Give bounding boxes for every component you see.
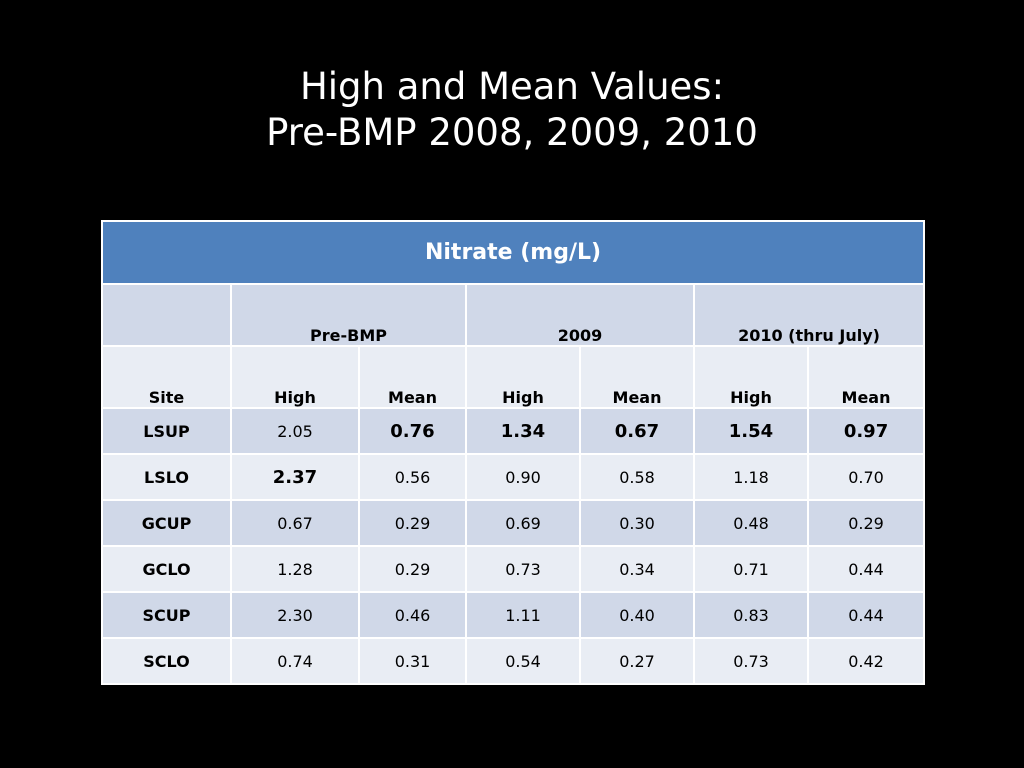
- value-cell: 2.37: [230, 453, 360, 501]
- value-cell: 1.28: [230, 545, 360, 593]
- value-cell: 0.67: [230, 499, 360, 547]
- group-header-2009: 2009: [465, 283, 695, 347]
- nitrate-table: Nitrate (mg/L) Pre-BMP 2009 2010 (thru J…: [100, 220, 926, 685]
- value-cell: 0.40: [579, 591, 695, 639]
- site-cell: LSLO: [101, 453, 232, 501]
- value-cell: 0.34: [579, 545, 695, 593]
- column-header-mean: Mean: [579, 345, 695, 409]
- value-cell: 0.27: [579, 637, 695, 685]
- site-cell: SCLO: [101, 637, 232, 685]
- value-cell: 0.30: [579, 499, 695, 547]
- column-header-high: High: [230, 345, 360, 409]
- table-row: GCLO 1.28 0.29 0.73 0.34 0.71 0.44: [101, 545, 926, 593]
- table-row: LSLO 2.37 0.56 0.90 0.58 1.18 0.70: [101, 453, 926, 501]
- value-cell: 0.58: [579, 453, 695, 501]
- value-cell: 0.76: [358, 407, 467, 455]
- value-cell: 0.73: [693, 637, 809, 685]
- value-cell: 0.29: [358, 545, 467, 593]
- site-cell: LSUP: [101, 407, 232, 455]
- value-cell: 0.97: [806, 407, 926, 455]
- value-cell: 0.56: [358, 453, 467, 501]
- table-row: GCUP 0.67 0.29 0.69 0.30 0.48 0.29: [101, 499, 926, 547]
- value-cell: 0.83: [693, 591, 809, 639]
- value-cell: 1.11: [465, 591, 581, 639]
- value-cell: 2.05: [230, 407, 360, 455]
- table-row: SCLO 0.74 0.31 0.54 0.27 0.73 0.42: [101, 637, 926, 685]
- site-cell: GCLO: [101, 545, 232, 593]
- table-caption-row: Nitrate (mg/L): [100, 220, 926, 285]
- value-cell: 1.34: [465, 407, 581, 455]
- slide-title: High and Mean Values: Pre-BMP 2008, 2009…: [0, 64, 1024, 156]
- table-row: LSUP 2.05 0.76 1.34 0.67 1.54 0.97: [101, 407, 926, 455]
- value-cell: 0.29: [806, 499, 926, 547]
- column-header-mean: Mean: [806, 345, 926, 409]
- column-header-high: High: [465, 345, 581, 409]
- site-cell: GCUP: [101, 499, 232, 547]
- group-header-row: Pre-BMP 2009 2010 (thru July): [101, 283, 926, 347]
- value-cell: 0.70: [806, 453, 926, 501]
- column-header-mean: Mean: [358, 345, 467, 409]
- value-cell: 0.73: [465, 545, 581, 593]
- value-cell: 0.42: [806, 637, 926, 685]
- column-header-row: Site High Mean High Mean High Mean: [101, 345, 926, 409]
- value-cell: 0.71: [693, 545, 809, 593]
- value-cell: 2.30: [230, 591, 360, 639]
- group-header-2010: 2010 (thru July): [692, 283, 926, 347]
- column-header-site: Site: [101, 345, 232, 409]
- group-header-empty: [101, 283, 232, 347]
- table-row: SCUP 2.30 0.46 1.11 0.40 0.83 0.44: [101, 591, 926, 639]
- title-line-1: High and Mean Values:: [299, 65, 725, 108]
- value-cell: 1.18: [693, 453, 809, 501]
- value-cell: 0.29: [358, 499, 467, 547]
- value-cell: 1.54: [693, 407, 809, 455]
- table-caption: Nitrate (mg/L): [100, 220, 926, 285]
- value-cell: 0.48: [693, 499, 809, 547]
- group-header-prebmp: Pre-BMP: [230, 283, 467, 347]
- value-cell: 0.90: [465, 453, 581, 501]
- title-line-2: Pre-BMP 2008, 2009, 2010: [266, 111, 758, 154]
- column-header-high: High: [693, 345, 809, 409]
- value-cell: 0.67: [579, 407, 695, 455]
- value-cell: 0.69: [465, 499, 581, 547]
- value-cell: 0.46: [358, 591, 467, 639]
- value-cell: 0.74: [230, 637, 360, 685]
- value-cell: 0.31: [358, 637, 467, 685]
- value-cell: 0.44: [806, 591, 926, 639]
- site-cell: SCUP: [101, 591, 232, 639]
- value-cell: 0.54: [465, 637, 581, 685]
- value-cell: 0.44: [806, 545, 926, 593]
